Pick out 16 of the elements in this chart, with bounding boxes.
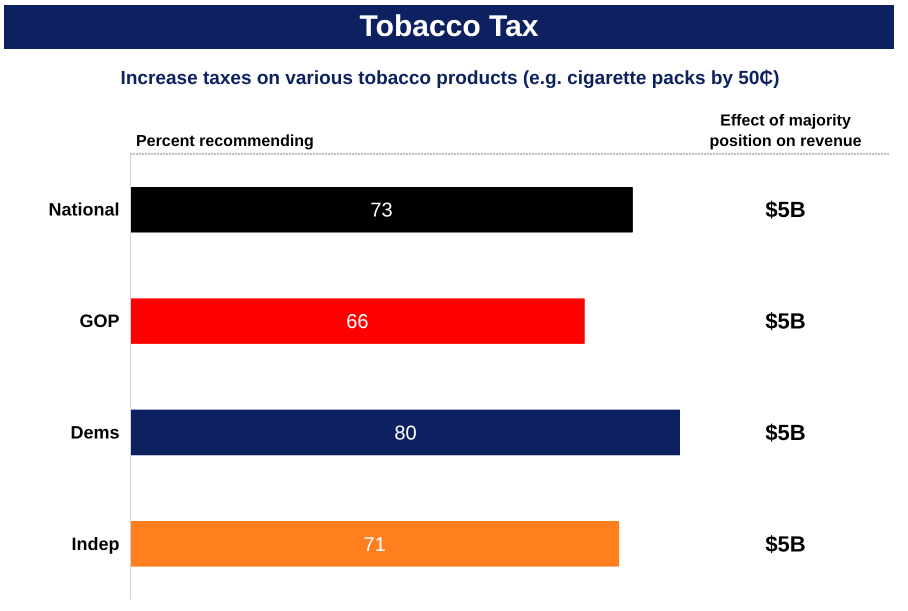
y-tick-label: Dems — [70, 422, 120, 442]
data-label: 66 — [346, 311, 368, 334]
y-tick-label: National — [48, 200, 120, 220]
text: $5B — [765, 531, 806, 556]
y-tick-label: Indep — [72, 534, 120, 554]
chart-subtitle: Increase taxes on various tobacco products (e.g. cigarette packs by 50₵) — [120, 67, 780, 91]
y-tick-label: GOP — [79, 311, 120, 332]
x-axis-title: Percent recommending — [136, 133, 314, 150]
data-label: 73 — [370, 200, 393, 222]
text: Effect of majority position on revenue — [709, 112, 862, 150]
text: $5B — [765, 420, 806, 445]
chart-title: Tobacco Tax — [360, 9, 538, 45]
data-label: 71 — [363, 534, 386, 556]
text: $5B — [765, 308, 806, 334]
data-label: 80 — [394, 422, 417, 444]
text: $5B — [765, 197, 806, 222]
